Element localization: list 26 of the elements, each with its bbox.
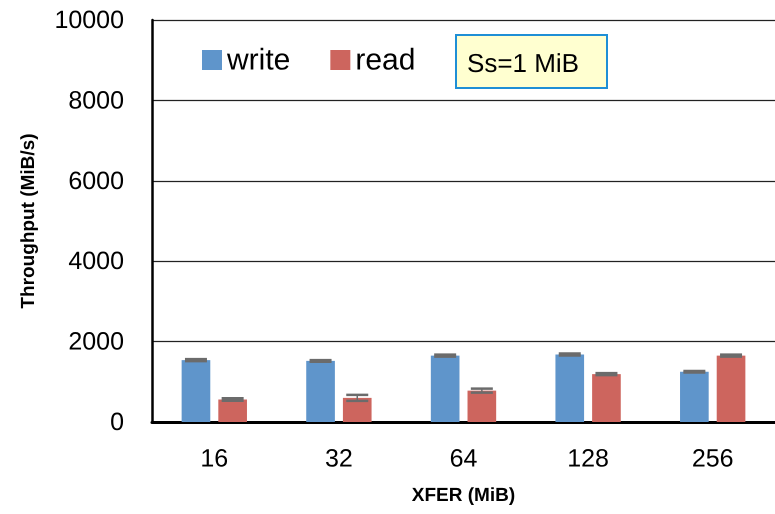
- bar: [468, 390, 496, 422]
- bar: [555, 354, 584, 422]
- y-tick-label: 8000: [68, 86, 124, 114]
- y-axis-title: Throughput (MiB/s): [18, 133, 39, 309]
- x-tick-label: 128: [567, 444, 609, 472]
- bar: [430, 356, 460, 422]
- y-tick-label: 0: [110, 408, 124, 436]
- legend-label: read: [355, 44, 416, 76]
- bar: [680, 372, 709, 422]
- bar: [342, 398, 372, 422]
- y-tick-label: 4000: [68, 247, 124, 276]
- annotation: Ss=1 MiB: [455, 34, 608, 89]
- x-tick-label: 64: [450, 444, 478, 472]
- x-tick-label: 32: [324, 444, 353, 472]
- y-tick-label: 2000: [68, 328, 124, 356]
- y-tick-label: 6000: [68, 166, 124, 195]
- bar: [182, 360, 210, 422]
- bar: [716, 356, 746, 422]
- x-axis-title: XFER (MiB): [412, 485, 516, 506]
- legend-label: write: [226, 44, 290, 76]
- bar: [592, 374, 621, 422]
- bar: [218, 399, 247, 422]
- x-tick-label: 16: [200, 444, 228, 472]
- y-tick-label: 10000: [54, 6, 124, 34]
- x-tick-label: 256: [692, 444, 734, 472]
- bar: [306, 360, 335, 422]
